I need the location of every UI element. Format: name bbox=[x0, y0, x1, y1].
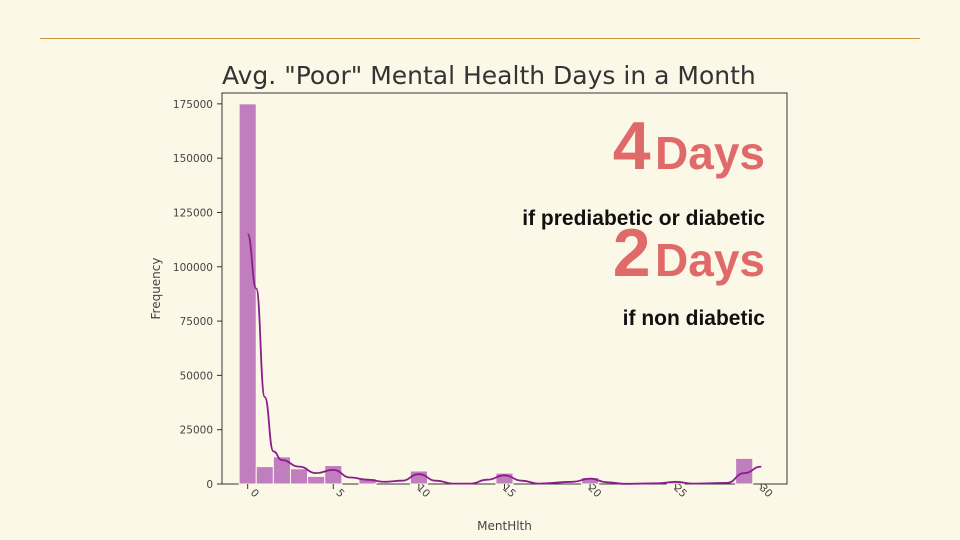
callout-diabetic-subtitle: if prediabetic or diabetic bbox=[522, 207, 765, 230]
callout-non-diabetic: 2 Days if non diabetic bbox=[613, 217, 765, 331]
histogram-bar bbox=[255, 466, 274, 485]
kde-layer bbox=[246, 233, 762, 485]
histogram-bar bbox=[324, 465, 343, 485]
chart-title: Avg. "Poor" Mental Health Days in a Mont… bbox=[222, 61, 756, 90]
histogram-bar bbox=[238, 103, 257, 485]
callout-non-diabetic-subtitle: if non diabetic bbox=[622, 307, 765, 330]
histogram-bar bbox=[289, 468, 309, 485]
callout-diabetic-number: 4 bbox=[612, 108, 651, 184]
y-tick-label: 25000 bbox=[180, 425, 213, 437]
histogram-bar bbox=[735, 457, 754, 485]
x-axis-ticks: 0 5 10 15 20 25 30 bbox=[247, 482, 775, 500]
x-tick-label: 5 bbox=[333, 487, 346, 500]
y-tick-label: 125000 bbox=[173, 207, 213, 219]
x-axis-label: MentHlth bbox=[477, 519, 532, 533]
y-axis-ticks: 0 25000 50000 75000 100000 125000 150000 175000 bbox=[173, 99, 222, 491]
y-axis-label: Frequency bbox=[149, 258, 163, 320]
histogram-bar bbox=[409, 470, 428, 485]
x-tick-label: 15 bbox=[500, 482, 518, 500]
callout-non-diabetic-word: Days bbox=[655, 234, 765, 286]
slide-divider-line bbox=[40, 38, 920, 39]
x-tick-label: 30 bbox=[757, 482, 775, 500]
y-tick-label: 0 bbox=[206, 479, 213, 491]
x-tick-label: 20 bbox=[586, 482, 604, 500]
kde-line bbox=[246, 233, 762, 485]
y-tick-label: 75000 bbox=[180, 316, 213, 328]
y-tick-label: 150000 bbox=[173, 153, 213, 165]
callout-non-diabetic-number: 2 bbox=[612, 215, 651, 291]
y-tick-label: 100000 bbox=[173, 262, 213, 274]
callout-diabetic: 4 Days if prediabetic or diabetic bbox=[522, 108, 765, 231]
callout-diabetic-word: Days bbox=[655, 127, 765, 179]
x-tick-label: 10 bbox=[414, 482, 432, 500]
histogram-bar bbox=[307, 475, 326, 485]
y-tick-label: 50000 bbox=[180, 370, 213, 382]
x-tick-label: 25 bbox=[671, 482, 689, 500]
x-tick-label: 0 bbox=[248, 487, 261, 500]
y-tick-label: 175000 bbox=[173, 99, 213, 111]
